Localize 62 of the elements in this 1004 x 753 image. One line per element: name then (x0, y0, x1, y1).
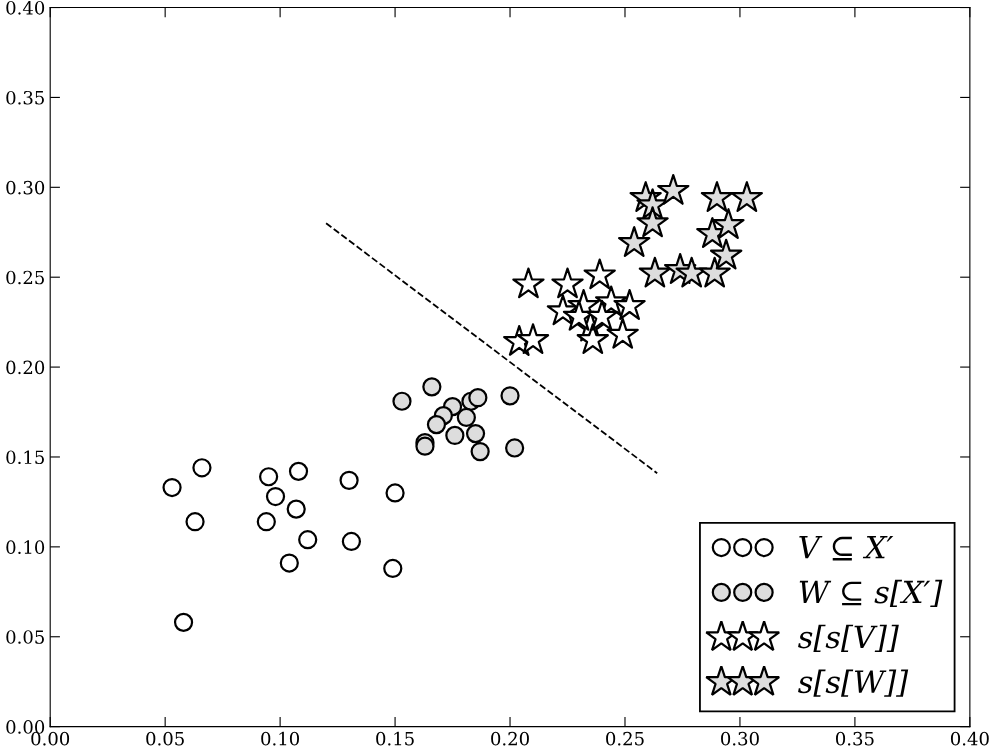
x-tick-label: 0.35 (836, 731, 874, 746)
point (426, 415, 447, 435)
point (392, 391, 412, 411)
legend-label: s[s[V]] (798, 624, 899, 652)
point (505, 438, 525, 458)
point (341, 531, 362, 552)
point (456, 407, 476, 428)
point (162, 477, 182, 498)
point (445, 425, 465, 446)
x-tick-label: 0.10 (261, 731, 300, 746)
point (712, 208, 745, 239)
y-tick-label: 0.35 (6, 90, 44, 105)
point (709, 238, 743, 270)
legend-label: W ⊆ s[X′] (799, 579, 943, 608)
point (422, 377, 442, 397)
y-tick-label: 0.40 (6, 0, 45, 15)
legend-label: V ⊆ X′ (799, 535, 894, 561)
y-tick-label: 0.20 (6, 360, 45, 375)
point (606, 317, 639, 349)
x-tick-label: 0.15 (376, 731, 414, 746)
point (638, 256, 672, 288)
point (512, 267, 545, 299)
point (500, 386, 520, 406)
point (576, 323, 609, 355)
point (385, 483, 405, 503)
point (185, 512, 205, 532)
point (339, 470, 359, 490)
y-tick-label: 0.25 (6, 270, 44, 285)
y-tick-label: 0.30 (6, 180, 45, 195)
point (288, 461, 309, 481)
point (700, 181, 734, 213)
y-tick-label: 0.05 (6, 630, 44, 644)
y-tick-label: 0.10 (6, 540, 45, 554)
x-tick-label: 0.20 (491, 731, 529, 746)
point (613, 289, 646, 320)
point (551, 267, 584, 299)
x-tick-label: 0.05 (146, 731, 184, 746)
point (265, 486, 286, 507)
x-tick-label: 0.25 (606, 731, 644, 746)
point (256, 512, 276, 532)
point (698, 256, 731, 288)
point (279, 553, 299, 573)
point (468, 388, 488, 408)
point (657, 173, 690, 205)
y-tick-label: 0.15 (6, 450, 44, 465)
point (618, 226, 651, 257)
point (286, 499, 306, 519)
point (516, 323, 550, 355)
point (583, 258, 616, 290)
point (173, 612, 194, 632)
point (585, 299, 619, 331)
point (465, 423, 486, 444)
point (636, 206, 669, 238)
x-tick-label: 0.30 (721, 731, 759, 746)
x-tick-label: 0.40 (950, 731, 989, 746)
legend-label: s[s[W]] (798, 669, 909, 697)
point (298, 530, 318, 550)
point (730, 181, 764, 213)
point (383, 558, 403, 579)
point (192, 458, 212, 478)
point (259, 467, 279, 487)
point (470, 441, 490, 462)
